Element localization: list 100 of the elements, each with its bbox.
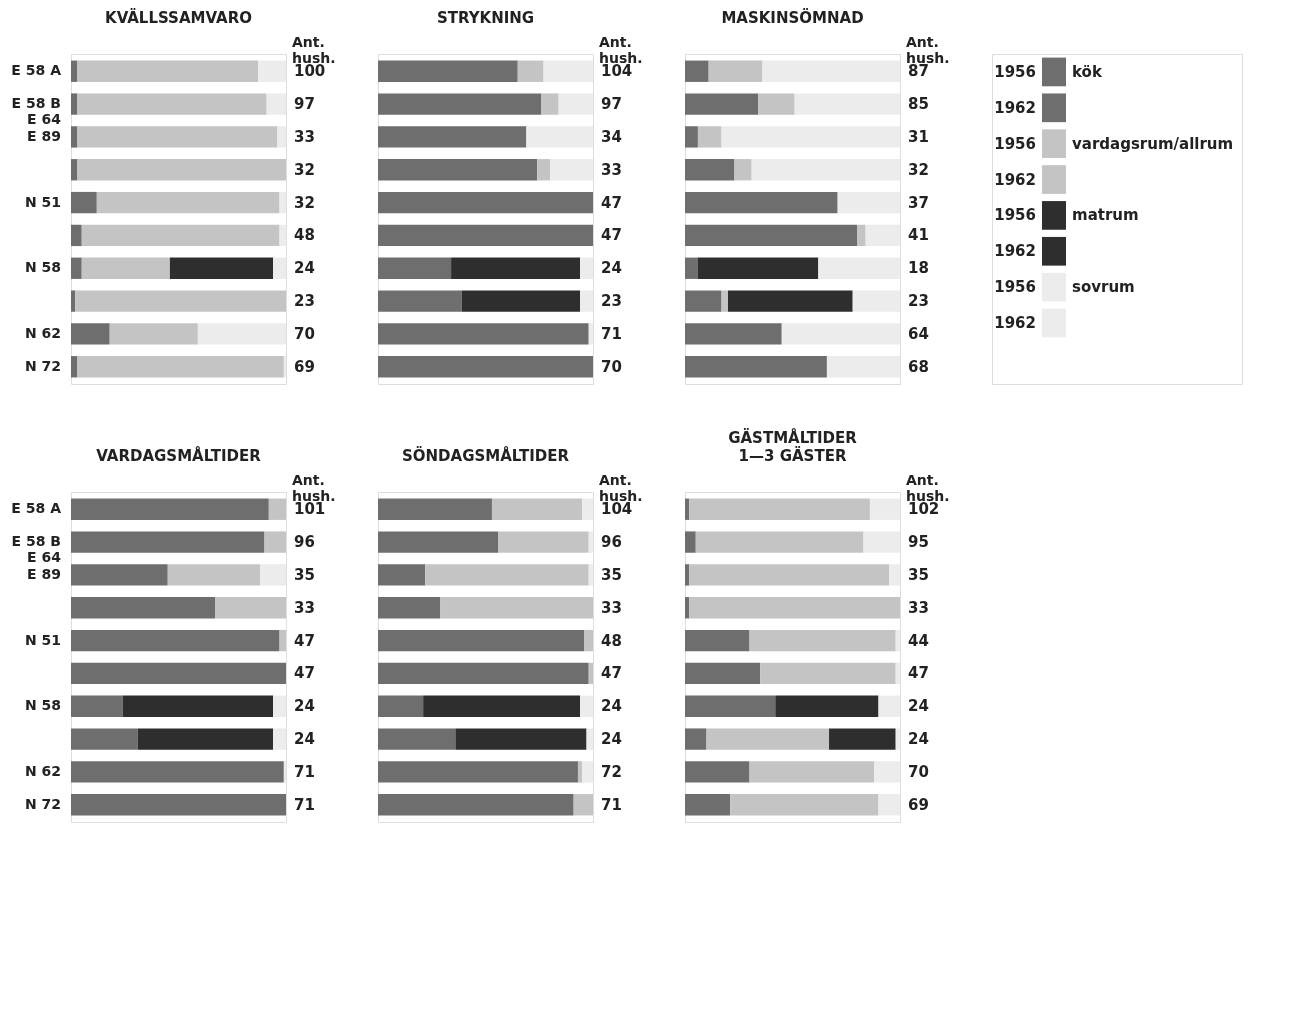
y2-tick-label: 71 [601,795,622,814]
bar [96,191,280,214]
bar [378,191,593,214]
bar [573,794,593,816]
y2-tick-label: 69 [294,357,315,376]
bar [378,564,426,586]
bar [378,794,574,816]
text: 1956 [994,134,1036,153]
bar [378,597,441,619]
y-tick-label: N 62 [24,324,61,341]
legend-label: matrum [1072,206,1139,225]
bar [273,257,286,279]
y2-tick-label: 24 [908,697,929,716]
bar [685,290,722,312]
bar [260,564,286,586]
bar [279,629,286,652]
bar [857,224,866,247]
bar [580,290,593,312]
y2-tick-label: 47 [294,631,315,650]
y2-tick-label: 97 [601,95,622,114]
bar [197,323,286,345]
bar [865,224,900,247]
bar [378,159,538,181]
chart-title: VARDAGSMÅLTIDER [96,446,262,465]
bar [895,728,900,750]
bar [685,191,838,214]
bar [582,498,593,520]
bar [283,761,286,783]
bar [264,531,286,553]
y2-tick-label: 24 [601,730,622,749]
bar [461,290,581,312]
y2-tick-label: 47 [601,226,622,245]
bar [268,498,286,520]
bar [455,728,587,750]
bar [762,60,900,82]
bar [577,761,583,783]
y2-tick-label: 47 [601,664,622,683]
bar [71,257,82,279]
y2-tick-label: 23 [294,292,315,311]
y2-tick-label: 48 [294,226,315,245]
y2-tick-label: 24 [294,697,315,716]
bar [440,597,593,619]
bar [869,498,900,520]
y2-tick-label: 72 [601,762,622,781]
y2-tick-label: 85 [908,95,929,114]
bar [749,629,896,652]
bar [588,531,593,553]
bar [75,290,286,312]
bar [758,93,795,115]
y2-tick-label: 31 [908,127,929,146]
bar [71,323,110,345]
bar [81,257,170,279]
y2-tick-label: 23 [601,292,622,311]
y2-tick-label: 32 [294,193,315,212]
bar [889,564,900,586]
bar [517,60,544,82]
bar [378,224,593,247]
y2-tick-label: 23 [908,292,929,311]
bar [685,761,750,783]
bar [689,597,900,619]
bar [169,257,274,279]
y2-tick-label: 24 [294,259,315,278]
y-tick-label: E 58 A [11,500,62,517]
text: 1962 [994,242,1036,261]
bar [378,126,527,148]
bar [378,728,456,750]
bar [580,257,593,279]
bar [71,60,78,82]
y2-tick-label: 35 [294,565,315,584]
bar [685,695,776,717]
bar [277,126,286,148]
y2-tick-label: 32 [908,160,929,179]
bar [580,695,593,717]
y2-tick-label: 68 [908,357,929,376]
bar [588,662,593,685]
text: 1962 [994,170,1036,189]
bar [77,126,278,148]
bar [425,564,589,586]
bar [71,564,168,586]
bar [71,159,78,181]
bar [378,761,578,783]
bar [81,224,280,247]
y-tick-label: E 89 [27,565,61,582]
y2-tick-label: 35 [908,565,929,584]
chart-title: MASKINSÖMNAD [721,8,864,27]
bar [685,629,750,652]
bar [71,531,265,553]
bar [685,564,690,586]
text: 1962 [994,314,1036,333]
bar [689,564,890,586]
y2-tick-label: 71 [294,795,315,814]
bar [137,728,274,750]
bar [71,794,286,816]
bar [543,60,593,82]
bar [582,761,593,783]
bar [685,597,690,619]
text: 1956 [994,206,1036,225]
bar [71,629,280,652]
bar [818,257,900,279]
y2-tick-label: 69 [908,795,929,814]
